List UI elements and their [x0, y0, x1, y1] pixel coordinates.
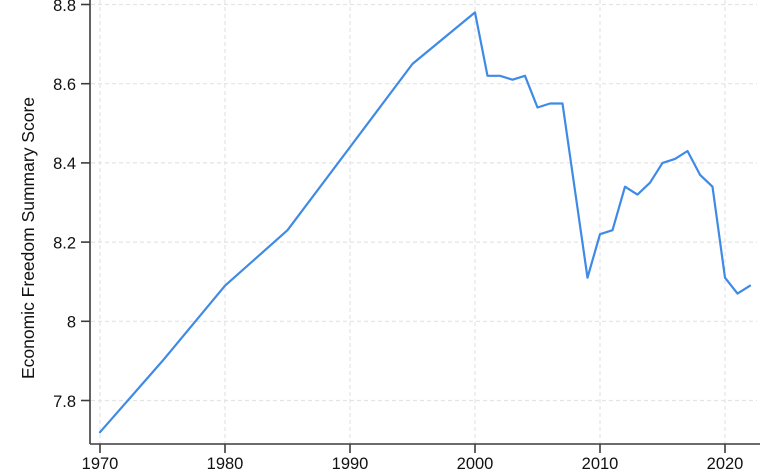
y-tick-label: 8.4: [53, 155, 76, 173]
y-tick-label: 8.8: [53, 0, 76, 15]
tick-labels: 7.8 8 8.2 8.4 8.6 8.8 1970 1980 1990 2000 2010 2020: [53, 0, 743, 470]
y-tick-label: 8.6: [53, 76, 76, 94]
y-tick-label: 8.2: [53, 234, 76, 252]
x-tick-label: 1970: [82, 455, 119, 470]
efw-score-line: [98, 11, 752, 434]
x-tick-label: 2010: [582, 455, 619, 470]
y-tick-label: 8: [67, 314, 76, 332]
y-tick-label: 7.8: [53, 393, 76, 411]
data-series: [98, 11, 752, 434]
gridlines: [91, 0, 757, 443]
x-tick-label: 1990: [332, 455, 369, 470]
axes: [81, 0, 760, 453]
x-tick-label: 1980: [207, 455, 244, 470]
y-axis-title: Economic Freedom Summary Score: [18, 97, 38, 379]
x-tick-label: 2000: [457, 455, 494, 470]
x-tick-label: 2020: [707, 455, 744, 470]
